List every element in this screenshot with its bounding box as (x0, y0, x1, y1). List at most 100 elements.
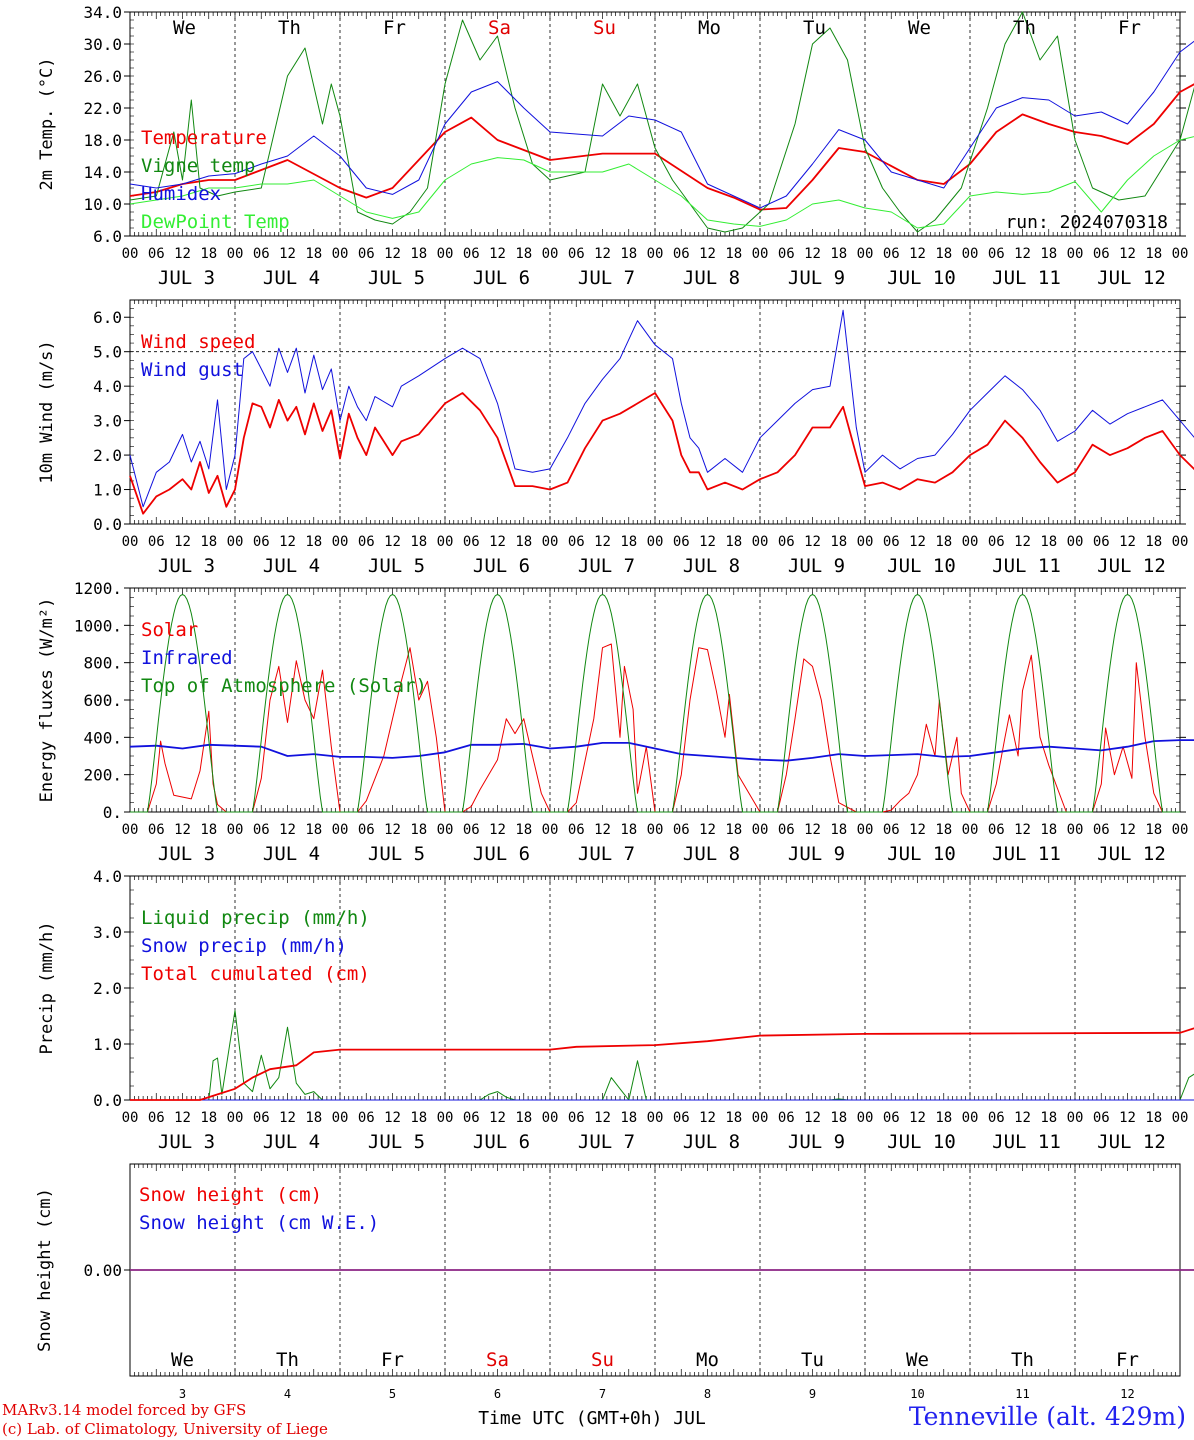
date-label: JUL 10 (887, 267, 956, 289)
y-tick-label: 6.0 (93, 308, 122, 327)
y-axis-label: Precip (mm/h) (37, 921, 57, 1054)
legend-entry: Liquid precip (mm/h) (141, 907, 370, 929)
hour-label: 12 (699, 246, 716, 262)
hour-label: 18 (935, 246, 952, 262)
date-label: JUL 12 (1097, 267, 1166, 289)
hour-label: 12 (909, 534, 926, 550)
hour-label: 18 (830, 822, 847, 838)
hour-label: 18 (620, 246, 637, 262)
panel-frame (129, 11, 1181, 237)
hour-label: 06 (253, 822, 270, 838)
day-name-bottom: Mo (696, 1349, 719, 1371)
hour-label: 18 (830, 246, 847, 262)
hour-label: 06 (148, 246, 165, 262)
hour-label: 12 (279, 822, 296, 838)
y-tick-label: 14.0 (83, 163, 122, 182)
date-number: 5 (389, 1387, 396, 1401)
hour-label: 18 (1040, 1110, 1057, 1126)
y-tick-label: 5.0 (93, 343, 122, 362)
date-label: JUL 10 (887, 555, 956, 577)
legend-entry: Infrared (141, 647, 233, 669)
hour-label: 12 (279, 1110, 296, 1126)
day-name-top: Fr (383, 17, 406, 39)
hour-label: 00 (962, 822, 979, 838)
hour-label: 12 (594, 822, 611, 838)
y-tick-label: 0.0 (93, 1091, 122, 1110)
date-label: JUL 7 (578, 843, 635, 865)
hour-label: 06 (568, 534, 585, 550)
hour-label: 18 (620, 534, 637, 550)
hour-label: 06 (148, 534, 165, 550)
hour-label: 18 (200, 822, 217, 838)
date-number: 8 (704, 1387, 711, 1401)
hour-label: 12 (1119, 822, 1136, 838)
hour-label: 00 (647, 534, 664, 550)
hour-label: 00 (857, 1110, 874, 1126)
hour-label: 12 (699, 534, 716, 550)
legend-entry: Snow precip (mm/h) (141, 935, 347, 957)
hour-label: 18 (1040, 534, 1057, 550)
legend-entry: Snow height (cm W.E.) (139, 1212, 379, 1234)
date-label: JUL 6 (473, 843, 530, 865)
date-label: JUL 11 (992, 1131, 1061, 1153)
hour-label: 06 (988, 1110, 1005, 1126)
y-tick-label: 34.0 (83, 3, 122, 22)
hour-label: 12 (699, 822, 716, 838)
hour-label: 06 (673, 822, 690, 838)
panel-4: 0.0 1.0 2.0 3.0 4.0 Precip (mm/h) Liquid preci… (37, 867, 1194, 1153)
hour-label: 00 (962, 534, 979, 550)
hour-label: 12 (174, 1110, 191, 1126)
hour-label: 18 (410, 534, 427, 550)
hour-label: 12 (804, 822, 821, 838)
hour-label: 06 (568, 1110, 585, 1126)
hour-label: 00 (857, 822, 874, 838)
hour-label: 00 (437, 534, 454, 550)
footer-model-line: MARv3.14 model forced by GFS (2, 1401, 247, 1419)
legend-entry: Wind gust (141, 359, 244, 381)
y-tick-label: 30.0 (83, 35, 122, 54)
hour-label: 00 (1172, 1110, 1189, 1126)
hour-label: 12 (384, 822, 401, 838)
day-name-bottom: Fr (1116, 1349, 1139, 1371)
hour-label: 00 (227, 1110, 244, 1126)
hour-label: 00 (122, 1110, 139, 1126)
hour-label: 18 (200, 246, 217, 262)
date-number: 11 (1015, 1387, 1029, 1401)
date-label: JUL 3 (158, 843, 215, 865)
date-number: 9 (809, 1387, 816, 1401)
hour-label: 06 (463, 246, 480, 262)
hour-label: 12 (1014, 534, 1031, 550)
hour-label: 00 (332, 1110, 349, 1126)
date-label: JUL 11 (992, 843, 1061, 865)
hour-label: 12 (384, 534, 401, 550)
y-tick-label: 4.0 (93, 377, 122, 396)
y-tick-label: 800. (83, 654, 122, 673)
series-line-solar (130, 643, 1163, 813)
date-label: JUL 9 (788, 267, 845, 289)
panel-frame (129, 587, 1181, 813)
hour-label: 18 (935, 534, 952, 550)
date-label: JUL 8 (683, 843, 740, 865)
day-name-top: Sa (488, 17, 511, 39)
hour-label: 06 (358, 822, 375, 838)
hour-label: 00 (542, 1110, 559, 1126)
y-tick-label: 400. (83, 728, 122, 747)
hour-label: 18 (935, 1110, 952, 1126)
hour-label: 06 (358, 246, 375, 262)
day-name-top: Su (593, 17, 616, 39)
y-tick-label: 22.0 (83, 99, 122, 118)
day-name-top: Fr (1118, 17, 1141, 39)
hour-label: 18 (410, 246, 427, 262)
date-label: JUL 8 (683, 1131, 740, 1153)
hour-label: 00 (857, 534, 874, 550)
day-name-bottom: Tu (801, 1349, 824, 1371)
day-name-bottom: Sa (486, 1349, 509, 1371)
hour-label: 06 (883, 1110, 900, 1126)
hour-label: 06 (778, 1110, 795, 1126)
hour-label: 18 (515, 246, 532, 262)
hour-label: 00 (332, 246, 349, 262)
hour-label: 06 (673, 1110, 690, 1126)
hour-label: 18 (1040, 246, 1057, 262)
hour-label: 06 (358, 534, 375, 550)
